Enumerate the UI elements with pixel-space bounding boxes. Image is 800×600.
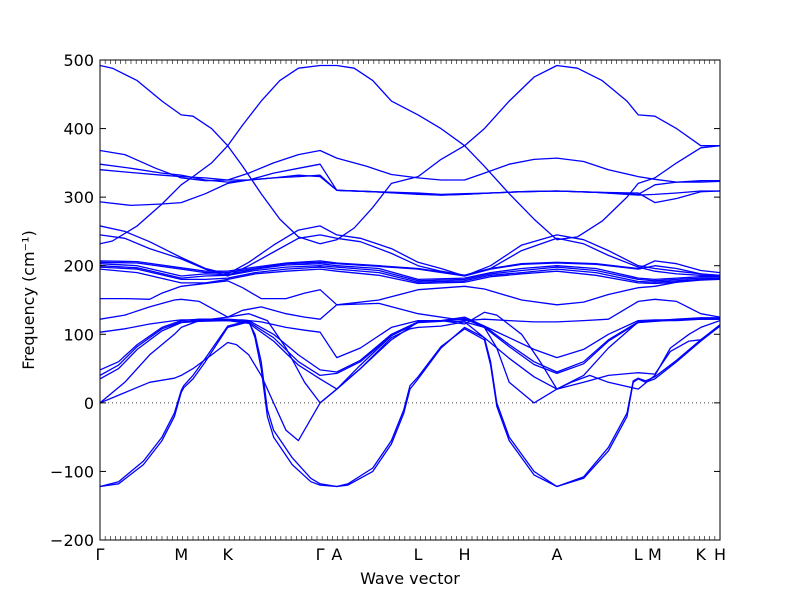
phonon-branch-24	[100, 319, 720, 488]
series-group	[100, 64, 720, 488]
x-tick-label: L	[634, 545, 643, 564]
x-axis-title: Wave vector	[360, 569, 460, 588]
y-tick-label: 500	[63, 51, 94, 70]
phonon-branch-7	[100, 225, 720, 277]
y-axis: −200 −100 0 100 200 300 400 500	[50, 51, 720, 550]
x-tick-label: A	[551, 545, 562, 564]
x-tick-label: K	[696, 545, 707, 564]
x-tick-label: M	[174, 545, 188, 564]
plot-frame	[99, 59, 721, 541]
phonon-branch-1	[100, 64, 720, 245]
phonon-branch-11	[100, 263, 720, 281]
x-tick-label: A	[331, 545, 342, 564]
y-tick-label: 0	[84, 394, 94, 413]
phonon-branch-14	[100, 268, 720, 285]
phonon-branch-8	[100, 234, 720, 277]
y-tick-label: 300	[63, 188, 94, 207]
x-tick-label: Γ	[316, 545, 325, 564]
phonon-branch-13	[100, 266, 720, 283]
phonon-branch-6	[100, 174, 720, 207]
phonon-branch-12	[100, 265, 720, 282]
y-tick-label: 200	[63, 257, 94, 276]
y-tick-label: 400	[63, 120, 94, 139]
x-tick-label: L	[414, 545, 423, 564]
x-tick-label: H	[459, 545, 471, 564]
phonon-branch-15	[100, 278, 720, 306]
phonon-branch-16	[100, 298, 720, 323]
y-tick-label: 100	[63, 325, 94, 344]
phonon-branch-22	[100, 321, 720, 442]
phonon-branch-23	[100, 321, 720, 488]
x-tick-label: K	[222, 545, 233, 564]
x-tick-label: M	[648, 545, 662, 564]
phonon-branch-10	[100, 261, 720, 277]
phonon-branch-21	[100, 311, 720, 404]
y-axis-title: Frequency (cm⁻¹)	[19, 230, 38, 369]
x-tick-label: H	[714, 545, 726, 564]
x-tick-label: Γ	[96, 545, 105, 564]
y-tick-label: −200	[50, 531, 94, 550]
y-tick-label: −100	[50, 462, 94, 481]
phonon-branch-2	[100, 64, 720, 245]
